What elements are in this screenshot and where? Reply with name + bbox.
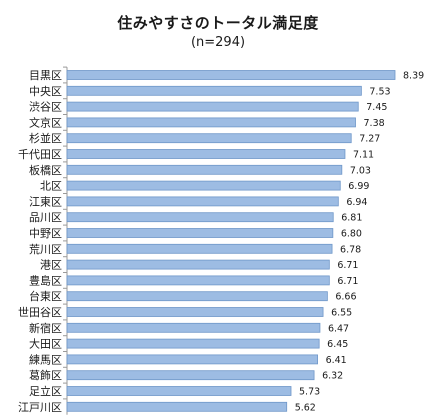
data-label: 6.41 (326, 355, 347, 366)
bar (66, 275, 330, 286)
bar (66, 133, 352, 144)
bar (66, 85, 362, 96)
category-label: 港区 (40, 259, 62, 272)
category-label: 葛飾区 (29, 369, 62, 382)
bar (66, 196, 339, 207)
bar (66, 338, 320, 349)
data-label: 7.03 (350, 165, 371, 176)
bar (66, 243, 333, 254)
bar (66, 386, 292, 396)
category-label: 品川区 (29, 211, 62, 224)
category-label: 中野区 (29, 227, 62, 240)
data-label: 7.11 (353, 150, 374, 161)
bar (66, 322, 321, 333)
data-label: 7.27 (359, 134, 380, 145)
data-label: 6.45 (327, 339, 348, 350)
category-label: 大田区 (29, 337, 62, 351)
data-label: 6.71 (337, 260, 358, 271)
data-label: 5.62 (295, 402, 316, 413)
data-label: 6.71 (337, 276, 358, 287)
category-label: 荒川区 (29, 243, 62, 256)
bar (66, 354, 318, 365)
data-label: 8.39 (403, 71, 424, 82)
category-label: 江東区 (29, 195, 62, 208)
category-label: 文京区 (29, 115, 62, 129)
chart-subtitle: (n=294) (190, 35, 246, 50)
bar (66, 180, 341, 191)
category-label: 足立区 (29, 384, 62, 398)
category-label: 北区 (40, 180, 62, 193)
data-label: 6.55 (331, 308, 352, 319)
category-label: 板橋区 (29, 163, 62, 177)
category-label: 中央区 (29, 85, 62, 98)
bar (66, 70, 396, 80)
category-label: 豊島区 (29, 273, 62, 287)
bar (66, 164, 343, 175)
bar (66, 117, 356, 128)
data-label: 6.32 (322, 371, 343, 382)
data-label: 7.45 (366, 102, 387, 113)
data-label: 6.94 (346, 197, 367, 208)
bar (66, 370, 315, 381)
bar (66, 101, 359, 112)
category-label: 台東区 (29, 289, 62, 303)
category-label: 杉並区 (29, 131, 62, 145)
data-label: 6.99 (348, 181, 369, 192)
data-label: 7.38 (364, 118, 385, 129)
data-label: 7.53 (369, 86, 390, 97)
data-label: 6.78 (340, 244, 361, 255)
bar (66, 212, 334, 223)
category-label: 新宿区 (29, 321, 62, 335)
data-label: 6.47 (328, 323, 349, 334)
bar (66, 149, 346, 159)
category-label: 千代田区 (18, 148, 62, 161)
data-label: 5.73 (299, 387, 320, 398)
category-label: 練馬区 (29, 352, 62, 366)
category-label: 目黒区 (29, 69, 62, 82)
category-label: 江戸川区 (18, 401, 62, 414)
data-label: 6.81 (341, 213, 362, 224)
category-label: 世田谷区 (18, 306, 62, 319)
chart-title: 住みやすさのトータル満足度 (117, 14, 319, 32)
bar (66, 259, 330, 270)
bar (66, 291, 328, 302)
data-label: 6.66 (335, 292, 356, 303)
data-label: 6.80 (341, 229, 362, 240)
bar (66, 228, 334, 238)
bar (66, 307, 324, 317)
category-label: 渋谷区 (29, 101, 62, 114)
bar (66, 401, 288, 412)
